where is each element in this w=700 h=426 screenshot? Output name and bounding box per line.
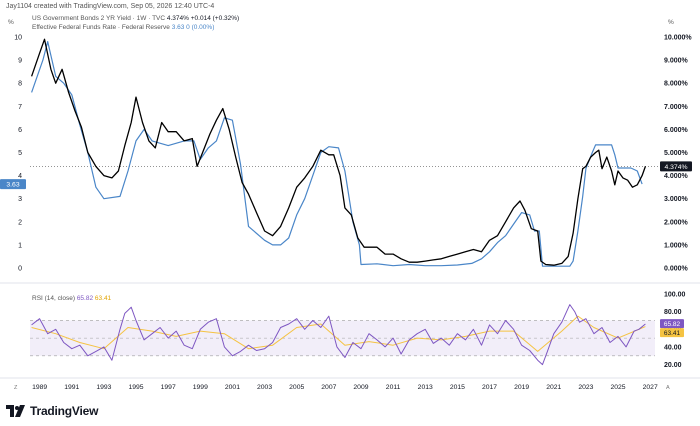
x-tick-label: 2025 (610, 384, 625, 391)
y-left-tick-label: 9 (18, 58, 22, 65)
x-tick-label: 1995 (128, 384, 143, 391)
tradingview-logo-icon (6, 405, 25, 417)
rsi-badge-bg (660, 319, 684, 329)
y-right-tick-label: 5.000% (664, 150, 689, 157)
y-right-tick-label: 10.000% (664, 35, 692, 42)
ffr-left-last-value-badge: 3.63 (0, 179, 26, 190)
legend-rsi[interactable]: RSI (14, close) 65.82 63.41 (32, 295, 111, 302)
grid (0, 166, 700, 379)
axes: 0 0.000% 1 1.000% 2 2.000% 3 3.000% 4 4.000% 5 5.00… (0, 35, 692, 391)
rsi-series (30, 304, 655, 366)
rsi-line (31, 304, 646, 366)
bond-right-badge-bg (660, 161, 692, 172)
legend-rsi-title: RSI (14, close) (32, 295, 75, 302)
credit-line: Jay1104 created with TradingView.com, Se… (6, 3, 215, 10)
legend-ffr-change: 0 (0.00%) (186, 24, 215, 31)
corner-left-label[interactable]: Z (14, 385, 18, 391)
y-right-tick-label: 4.000% (664, 173, 689, 180)
x-tick-label: 1993 (96, 384, 111, 391)
x-tick-label: 2023 (578, 384, 593, 391)
x-tick-label: 2007 (321, 384, 336, 391)
bond-yield-line (30, 38, 647, 266)
right-axis-unit: % (668, 19, 674, 26)
rsi-ma-badge-text: 63.41 (664, 330, 681, 337)
y-left-tick-label: 6 (18, 127, 22, 134)
ffr-line (31, 41, 643, 267)
x-tick-label: 2015 (450, 384, 465, 391)
legend-bond[interactable]: US Government Bonds 2 YR Yield · 1W · TV… (32, 15, 239, 22)
rsi-ma-line (31, 315, 646, 352)
y-left-tick-label: 1 (18, 242, 22, 249)
rsi-tick-label: 20.00 (664, 362, 682, 369)
y-left-tick-label: 7 (18, 104, 22, 111)
rsi-badge-text: 65.82 (664, 321, 681, 328)
x-tick-label: 2003 (257, 384, 272, 391)
y-left-tick-label: 8 (18, 81, 22, 88)
x-tick-label: 1997 (161, 384, 176, 391)
y-left-tick-label: 2 (18, 219, 22, 226)
rsi-last-value-badge: 65.82 (660, 319, 684, 329)
y-right-tick-label: 3.000% (664, 196, 689, 203)
rsi-tick-label: 100.00 (664, 292, 686, 299)
x-tick-label: 2001 (225, 384, 240, 391)
x-tick-label: 2021 (546, 384, 561, 391)
x-tick-label: 2027 (643, 384, 658, 391)
y-left-tick-label: 10 (14, 35, 22, 42)
y-right-tick-label: 1.000% (664, 242, 689, 249)
legend-bond-value: 4.374% (166, 15, 189, 22)
y-right-tick-label: 6.000% (664, 127, 689, 134)
x-tick-label: 2017 (482, 384, 497, 391)
legend-bond-title: US Government Bonds 2 YR Yield · 1W · TV… (32, 15, 166, 22)
legend-rsi-value: 65.82 (76, 295, 94, 302)
ffr-left-badge-bg (0, 179, 26, 190)
x-tick-label: 2013 (418, 384, 433, 391)
y-right-tick-label: 9.000% (664, 58, 689, 65)
rsi-tick-label: 40.00 (664, 344, 682, 351)
tradingview-brand: TradingView (6, 403, 98, 419)
x-tick-label: 1999 (193, 384, 208, 391)
ffr-left-badge-text: 3.63 (6, 182, 19, 189)
left-axis-unit: % (8, 19, 14, 26)
rsi-tick-label: 80.00 (664, 309, 682, 316)
corner-right-label[interactable]: A (666, 385, 670, 391)
legend-ffr[interactable]: Effective Federal Funds Rate · Federal R… (32, 24, 214, 31)
y-left-tick-label: 4 (18, 173, 22, 180)
price-series (30, 38, 647, 267)
x-tick-label: 2009 (353, 384, 368, 391)
y-right-tick-label: 7.000% (664, 104, 689, 111)
bond-right-badge-text: 4.374% (664, 164, 687, 171)
y-right-tick-label: 8.000% (664, 81, 689, 88)
bond-right-last-value-badge: 4.374% (660, 161, 692, 172)
y-left-tick-label: 5 (18, 150, 22, 157)
x-tick-label: 2005 (289, 384, 304, 391)
x-tick-label: 1991 (64, 384, 79, 391)
rsi-ma-badge-bg (660, 328, 684, 338)
y-left-tick-label: 0 (18, 266, 22, 273)
x-tick-label: 2019 (514, 384, 529, 391)
x-tick-label: 1989 (32, 384, 47, 391)
legend-ffr-title: Effective Federal Funds Rate · Federal R… (32, 24, 170, 31)
rsi-ma-last-value-badge: 63.41 (660, 328, 684, 338)
legend-ffr-value: 3.63 (171, 24, 185, 31)
y-right-tick-label: 2.000% (664, 219, 689, 226)
y-right-tick-label: 0.000% (664, 266, 689, 273)
legend-bond-change: +0.014 (+0.32%) (190, 15, 240, 22)
tradingview-wordmark: TradingView (30, 404, 99, 418)
y-left-tick-label: 3 (18, 196, 22, 203)
x-tick-label: 2011 (386, 384, 401, 391)
legend-rsi-ma-value: 63.41 (94, 295, 112, 302)
